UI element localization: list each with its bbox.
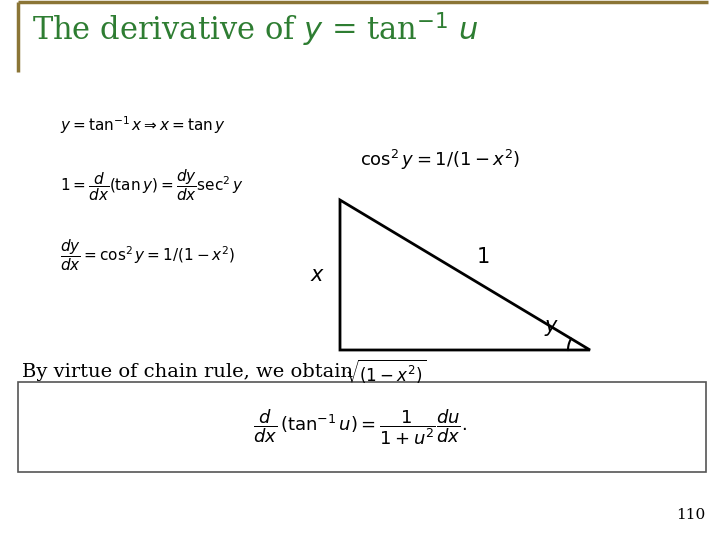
Text: $y$: $y$ bbox=[544, 318, 559, 338]
Text: The derivative of $y$ = tan$^{-1}$ $u$: The derivative of $y$ = tan$^{-1}$ $u$ bbox=[32, 11, 479, 49]
Text: 110: 110 bbox=[676, 508, 705, 522]
Text: $1 = \dfrac{d}{dx}(\tan y) = \dfrac{dy}{dx}\sec^2 y$: $1 = \dfrac{d}{dx}(\tan y) = \dfrac{dy}{… bbox=[60, 167, 243, 203]
Text: $1$: $1$ bbox=[477, 247, 490, 267]
Text: $\dfrac{d}{dx}\,(\tan^{-1} u) = \dfrac{1}{1 + u^2}\dfrac{du}{dx}.$: $\dfrac{d}{dx}\,(\tan^{-1} u) = \dfrac{1… bbox=[253, 407, 467, 447]
Bar bbox=[18, 382, 706, 472]
Text: $\cos^2 y = 1/(1 - x^2)$: $\cos^2 y = 1/(1 - x^2)$ bbox=[360, 148, 520, 172]
Text: By virtue of chain rule, we obtain: By virtue of chain rule, we obtain bbox=[22, 363, 353, 381]
Text: $\dfrac{dy}{dx} = \cos^2 y = 1/(1 - x^2)$: $\dfrac{dy}{dx} = \cos^2 y = 1/(1 - x^2)… bbox=[60, 237, 235, 273]
Text: $x$: $x$ bbox=[310, 265, 325, 285]
Text: $y = \tan^{-1} x \Rightarrow x = \tan y$: $y = \tan^{-1} x \Rightarrow x = \tan y$ bbox=[60, 114, 226, 136]
Text: $\sqrt{(1-x^2)}$: $\sqrt{(1-x^2)}$ bbox=[345, 358, 426, 386]
